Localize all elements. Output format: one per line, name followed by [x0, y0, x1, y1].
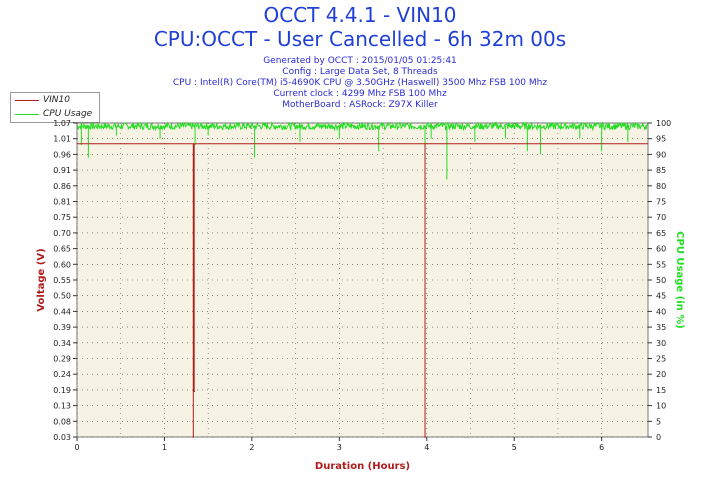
y2-tick-label: 20: [656, 370, 666, 379]
y2-tick-label: 45: [656, 292, 666, 301]
y-tick-label: 1.01: [53, 135, 71, 144]
y-tick-label: 0.34: [53, 339, 71, 348]
y2-tick-label: 75: [656, 198, 666, 207]
y-tick-label: 0.39: [53, 323, 71, 332]
y2-tick-label: 15: [656, 386, 666, 395]
y-tick-label: 0.55: [53, 276, 71, 285]
chart-subtitle: CPU:OCCT - User Cancelled - 6h 32m 00s: [153, 27, 567, 51]
y-tick-label: 0.91: [53, 166, 71, 175]
y2-tick-label: 10: [656, 402, 666, 411]
y2-tick-label: 70: [656, 213, 666, 222]
y2-tick-label: 40: [656, 307, 666, 316]
y2-tick-label: 60: [656, 245, 666, 254]
y-axis-label: Voltage (V): [36, 248, 47, 311]
info-line-generated: Generated by OCCT : 2015/01/05 01:25:41: [263, 56, 457, 66]
x-tick-label: 0: [74, 443, 79, 452]
y-tick-label: 0.50: [53, 292, 71, 301]
legend-item-cpu-usage: CPU Usage: [11, 108, 99, 121]
y-tick-label: 0.96: [53, 150, 71, 159]
y2-tick-label: 55: [656, 260, 666, 269]
y-tick-label: 0.75: [53, 213, 71, 222]
series-vin10-point: [193, 390, 195, 393]
y2-tick-label: 95: [656, 135, 666, 144]
y2-tick-label: 50: [656, 276, 666, 285]
y2-tick-label: 100: [656, 119, 671, 128]
y2-tick-label: 0: [656, 433, 661, 442]
x-axis-label: Duration (Hours): [315, 461, 410, 472]
x-tick-label: 1: [162, 443, 167, 452]
x-tick-label: 3: [337, 443, 342, 452]
y-tick-label: 0.60: [53, 260, 71, 269]
x-tick-label: 6: [599, 443, 604, 452]
series-cpu-usage-line: [76, 121, 649, 132]
legend: VIN10 CPU Usage: [10, 92, 100, 123]
legend-swatch-cpu-usage: [15, 114, 39, 115]
legend-label-cpu-usage: CPU Usage: [43, 109, 93, 119]
info-line-clock: Current clock : 4299 Mhz FSB 100 Mhz: [273, 89, 447, 99]
series-vin10-point: [424, 436, 426, 438]
y-tick-label: 0.24: [53, 370, 71, 379]
x-tick-label: 4: [424, 443, 429, 452]
y-tick-label: 0.19: [53, 386, 71, 395]
y-tick-label: 0.86: [53, 182, 71, 191]
x-tick-label: 5: [512, 443, 517, 452]
y2-tick-label: 85: [656, 166, 666, 175]
chart-title: OCCT 4.4.1 - VIN10: [263, 3, 457, 27]
y-tick-label: 0.81: [53, 198, 71, 207]
y2-tick-label: 30: [656, 339, 666, 348]
x-tick-label: 2: [249, 443, 254, 452]
y2-tick-label: 5: [656, 417, 661, 426]
y2-tick-label: 90: [656, 150, 666, 159]
info-line-config: Config : Large Data Set, 8 Threads: [282, 67, 438, 77]
y-tick-label: 0.70: [53, 229, 71, 238]
legend-item-vin10: VIN10: [11, 94, 99, 107]
y2-tick-label: 80: [656, 182, 666, 191]
y2-tick-label: 35: [656, 323, 666, 332]
y-tick-label: 0.65: [53, 245, 71, 254]
y-tick-label: 0.29: [53, 355, 71, 364]
y2-tick-label: 65: [656, 229, 666, 238]
y2-axis-label: CPU Usage (in %): [674, 231, 685, 329]
y-tick-label: 0.44: [53, 307, 71, 316]
y-tick-label: 1.07: [53, 119, 71, 128]
y-tick-label: 0.03: [53, 433, 71, 442]
legend-label-vin10: VIN10: [43, 95, 70, 105]
series-vin10-point: [192, 436, 195, 438]
info-line-motherboard: MotherBoard : ASRock: Z97X Killer: [282, 100, 438, 110]
legend-swatch-vin10: [15, 100, 39, 101]
y-tick-label: 0.08: [53, 417, 71, 426]
info-line-cpu: CPU : Intel(R) Core(TM) i5-4690K CPU @ 3…: [172, 78, 548, 88]
y-tick-label: 0.13: [53, 402, 71, 411]
y2-tick-label: 25: [656, 355, 666, 364]
